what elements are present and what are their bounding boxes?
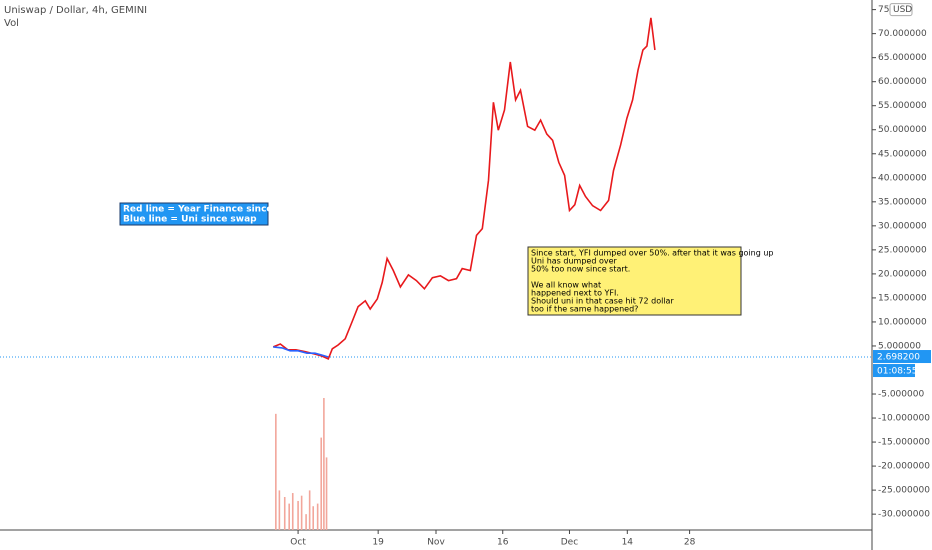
annotation-text: Should uni in that case hit 72 dollar bbox=[531, 297, 674, 306]
volume-bar bbox=[291, 493, 294, 530]
y-tick-label: -25.000000 bbox=[878, 486, 930, 496]
y-tick-label: 25.000000 bbox=[878, 245, 927, 255]
annotation-text: Red line = Year Finance since start bbox=[123, 205, 301, 215]
currency-label: USD bbox=[893, 5, 912, 15]
annotation-text: Since start, YFI dumped over 50%. after … bbox=[531, 249, 774, 258]
y-tick-label: -5.000000 bbox=[878, 390, 924, 400]
annotation-text: Uni has dumped over bbox=[531, 257, 617, 266]
x-tick-label: Nov bbox=[427, 538, 445, 548]
y-tick-label: 50.000000 bbox=[878, 125, 927, 135]
y-tick-label: 65.000000 bbox=[878, 53, 927, 63]
volume-bar bbox=[275, 413, 277, 530]
volume-bar bbox=[297, 500, 299, 530]
volume-bar bbox=[288, 503, 290, 530]
y-tick-label: 45.000000 bbox=[878, 149, 927, 159]
volume-bar bbox=[283, 497, 286, 530]
y-tick-label: -20.000000 bbox=[878, 462, 930, 472]
y-tick-label: 30.000000 bbox=[878, 221, 927, 231]
annotation-text: too if the same happened? bbox=[531, 305, 638, 314]
y-tick-label: 40.000000 bbox=[878, 173, 927, 183]
series-line bbox=[272, 17, 656, 360]
volume-bar bbox=[308, 490, 311, 530]
countdown-label: 01:08:55 bbox=[877, 367, 917, 377]
volume-bar bbox=[300, 495, 303, 530]
volume-bar bbox=[312, 506, 315, 530]
x-tick-label: 19 bbox=[372, 538, 384, 548]
y-tick-label: 15.000000 bbox=[878, 293, 927, 303]
currency-badge bbox=[889, 3, 913, 17]
y-tick-label: 20.000000 bbox=[878, 269, 927, 279]
y-tick-label: 60.000000 bbox=[878, 77, 927, 87]
last-price-label: 2.698200 bbox=[877, 353, 920, 363]
volume-bar bbox=[305, 514, 307, 530]
x-tick-label: 28 bbox=[684, 538, 696, 548]
volume-bar bbox=[316, 503, 319, 530]
y-tick-label: -10.000000 bbox=[878, 414, 930, 424]
volume-bar bbox=[323, 398, 325, 530]
y-tick-label: -15.000000 bbox=[878, 438, 930, 448]
countdown-badge bbox=[873, 364, 915, 378]
annotation-box bbox=[119, 202, 269, 226]
volume-bar bbox=[320, 437, 323, 530]
annotation-box bbox=[527, 246, 742, 316]
y-tick-label: 55.000000 bbox=[878, 101, 927, 111]
annotation-text: 50% too now since start. bbox=[531, 265, 630, 274]
y-tick-label: 10.000000 bbox=[878, 317, 927, 327]
y-tick-label: 70.000000 bbox=[878, 29, 927, 39]
volume-bar bbox=[325, 457, 328, 530]
y-tick-label: 5.000000 bbox=[878, 341, 921, 351]
volume-label: Vol bbox=[4, 18, 19, 29]
y-tick-label: 75.0 bbox=[878, 5, 898, 15]
annotation-text: Blue line = Uni since swap bbox=[123, 215, 257, 225]
x-tick-label: 14 bbox=[622, 538, 634, 548]
x-tick-label: Dec bbox=[561, 538, 578, 548]
series-line bbox=[273, 346, 329, 358]
volume-bar bbox=[278, 490, 281, 530]
annotation-text: We all know what bbox=[531, 281, 601, 290]
x-tick-label: 16 bbox=[497, 538, 509, 548]
x-tick-label: Oct bbox=[290, 538, 306, 548]
y-tick-label: 35.000000 bbox=[878, 197, 927, 207]
last-price-badge bbox=[873, 350, 931, 364]
annotation-text: happened next to YFI. bbox=[531, 289, 619, 298]
chart-title: Uniswap / Dollar, 4h, GEMINI bbox=[4, 5, 147, 16]
y-tick-label: -30.000000 bbox=[878, 510, 930, 520]
